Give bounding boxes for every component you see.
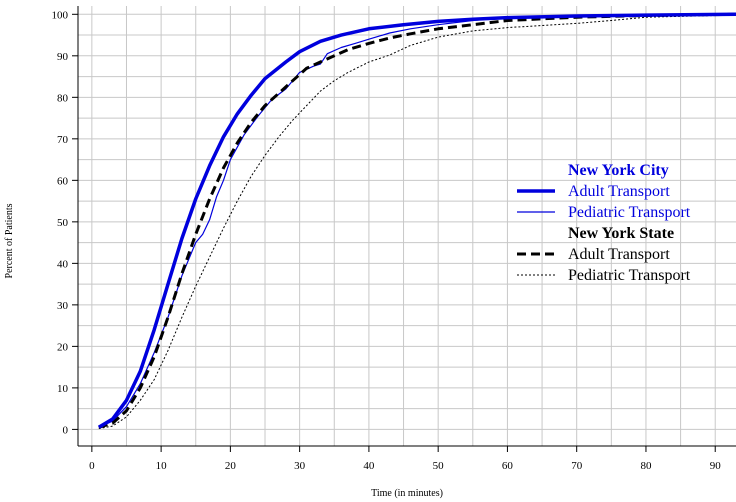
series-line-0 (97, 12, 736, 429)
series-line-2 (98, 12, 736, 429)
axes: 0 10 20 30 40 50 60 70 80 90 0 10 20 30 40 50 60 70 80 90 10… (52, 6, 736, 472)
y-tick-label: 60 (57, 175, 69, 187)
legend-label: Pediatric Transport (568, 204, 691, 221)
legend-heading: New York City (568, 162, 669, 179)
legend-label: Pediatric Transport (568, 267, 691, 284)
y-tick-label: 80 (57, 92, 69, 104)
x-tick-label: 90 (710, 460, 722, 472)
x-tick-label: 50 (433, 460, 445, 472)
y-tick-label: 50 (57, 217, 69, 229)
y-tick-label: 100 (52, 9, 69, 21)
y-axis-title: Percent of Patients (4, 203, 15, 278)
x-tick-label: 70 (571, 460, 583, 472)
series-line-3 (98, 13, 736, 430)
x-tick-label: 40 (363, 460, 375, 472)
x-axis-title: Time (in minutes) (371, 488, 443, 499)
legend-label: Adult Transport (568, 183, 670, 200)
x-tick-label: 0 (89, 460, 95, 472)
y-tick-label: 0 (63, 424, 69, 436)
y-tick-label: 90 (57, 51, 69, 63)
y-tick-label: 10 (57, 383, 69, 395)
x-tick-label: 10 (156, 460, 168, 472)
x-tick-label: 30 (294, 460, 306, 472)
x-tick-label: 20 (225, 460, 237, 472)
x-tick-label: 80 (640, 460, 652, 472)
y-tick-label: 40 (57, 258, 69, 270)
legend-label: Adult Transport (568, 246, 670, 263)
x-tick-label: 60 (502, 460, 514, 472)
legend: New York City Adult Transport Pediatric Tr… (517, 162, 691, 284)
legend-heading: New York State (568, 225, 674, 242)
series-lines (97, 12, 736, 430)
y-tick-label: 20 (57, 341, 69, 353)
y-tick-label: 30 (57, 300, 69, 312)
y-tick-label: 70 (57, 134, 69, 146)
